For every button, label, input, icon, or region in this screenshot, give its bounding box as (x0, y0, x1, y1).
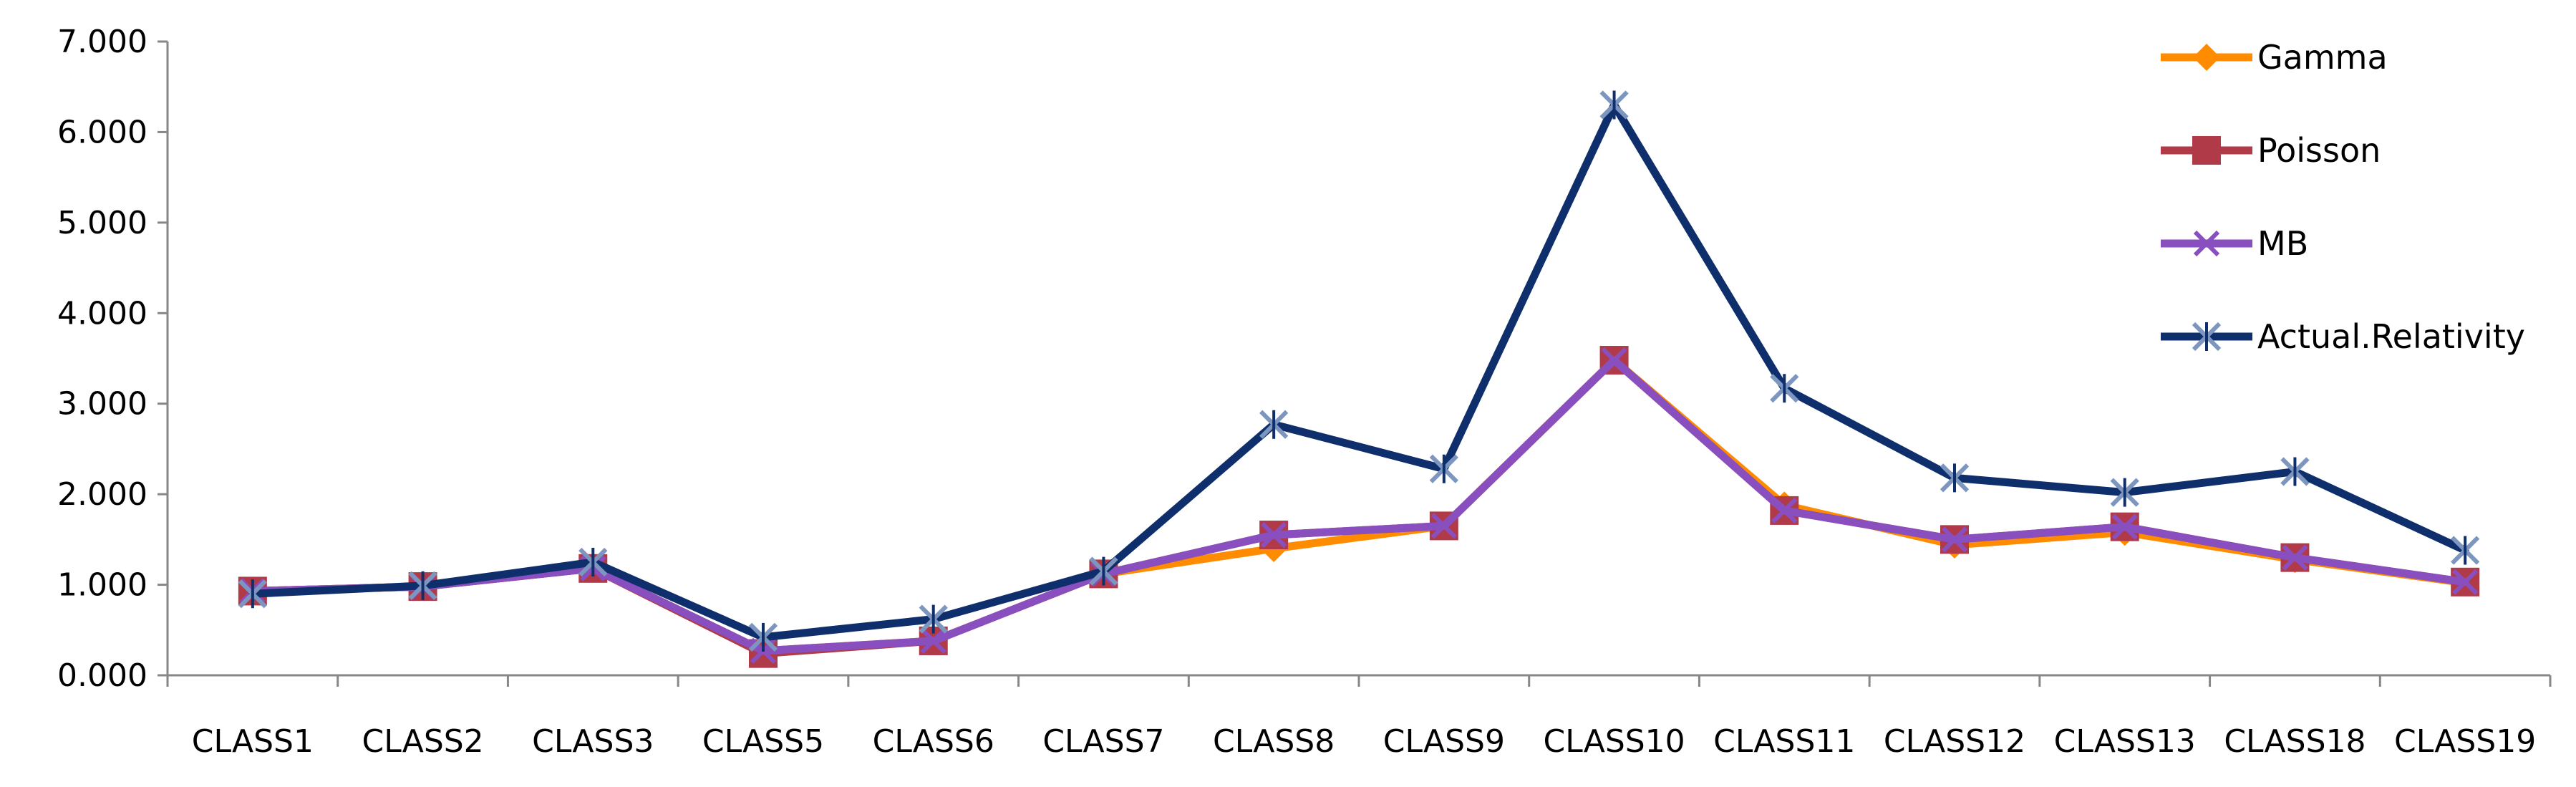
series-poisson (238, 346, 2480, 668)
data-point-actual-relativity (1599, 90, 1629, 120)
y-tick-label: 4.000 (57, 295, 147, 332)
x-tick-label: CLASS18 (2224, 723, 2366, 760)
x-tick-label: CLASS6 (873, 723, 994, 760)
legend-swatch-marker (2193, 44, 2220, 71)
x-tick-label: CLASS3 (532, 723, 654, 760)
legend-label: Actual.Relativity (2257, 317, 2525, 356)
legend-label: Gamma (2257, 38, 2388, 77)
legend: Gamma Poisson MB Actual.Relativity (2161, 38, 2525, 356)
data-point-mb (920, 627, 946, 655)
legend-label: MB (2257, 224, 2308, 263)
legend-item-gamma: Gamma (2161, 38, 2388, 77)
y-tick-label: 3.000 (57, 386, 147, 423)
series-gamma (238, 347, 2479, 665)
data-point-mb (1430, 513, 1457, 539)
data-point-actual-relativity (2451, 536, 2480, 565)
data-point-actual-relativity (578, 547, 608, 577)
y-tick-label: 0.000 (57, 657, 147, 694)
series-line-mb (248, 356, 2469, 655)
series-line-gamma (248, 356, 2469, 655)
marker-stroke (920, 627, 946, 655)
x-axis-tick-labels: CLASS1 CLASS2 CLASS3 CLASS5 CLASS6 CLASS7 CLAS… (192, 723, 2536, 760)
y-tick-label: 7.000 (57, 24, 147, 60)
marker-stroke (1941, 526, 1968, 553)
marker-stroke (2282, 544, 2308, 571)
data-point-actual-relativity (1429, 454, 1458, 483)
plot-area (238, 90, 2480, 668)
x-tick-label: CLASS8 (1213, 723, 1335, 760)
data-point-actual-relativity (2280, 457, 2310, 486)
data-point-actual-relativity (2110, 478, 2139, 507)
series-mb (239, 347, 2479, 664)
x-tick-label: CLASS9 (1383, 723, 1505, 760)
y-tick-label: 5.000 (57, 205, 147, 241)
data-point-actual-relativity (1089, 556, 1118, 586)
marker-stroke (2193, 230, 2220, 257)
legend-item-poisson: Poisson (2161, 131, 2381, 170)
marker-stroke (2111, 513, 2138, 540)
series-line-poisson (248, 356, 2469, 658)
y-tick-label: 6.000 (57, 114, 147, 150)
legend-label: Poisson (2257, 131, 2381, 170)
data-point-mb (2282, 544, 2308, 571)
legend-swatch-marker (2193, 230, 2220, 257)
marker-stroke (2452, 569, 2479, 595)
legend-swatch-marker (2192, 136, 2221, 165)
marker-stroke (1430, 513, 1457, 539)
x-tick-label: CLASS10 (1543, 723, 1685, 760)
x-tick-label: CLASS7 (1042, 723, 1164, 760)
data-point-actual-relativity (1770, 374, 1799, 403)
legend-item-mb: MB (2161, 224, 2308, 263)
x-tick-label: CLASS13 (2054, 723, 2196, 760)
legend-item-actual-relativity: Actual.Relativity (2161, 317, 2525, 356)
marker-stroke (1261, 521, 1287, 549)
data-point-actual-relativity (408, 571, 437, 600)
y-tick-label: 1.000 (57, 567, 147, 604)
data-point-mb (1601, 347, 1627, 374)
x-tick-label: CLASS5 (702, 723, 824, 760)
data-point-actual-relativity (919, 604, 948, 634)
data-point-actual-relativity (1259, 410, 1289, 439)
y-tick-label: 2.000 (57, 476, 147, 513)
x-tick-label: CLASS12 (1884, 723, 2025, 760)
y-axis-tick-labels: 0.000 1.000 2.000 3.000 4.000 5.000 6.000 7.000 (57, 24, 147, 694)
series-actual-relativity (238, 90, 2480, 652)
marker-stroke (1771, 497, 1798, 524)
x-tick-label: CLASS2 (362, 723, 483, 760)
x-tick-label: CLASS11 (1713, 723, 1855, 760)
x-tick-label: CLASS1 (192, 723, 314, 760)
data-point-mb (2452, 569, 2479, 595)
data-point-mb (1771, 497, 1798, 524)
data-point-mb (1941, 526, 1968, 553)
marker-stroke (1601, 347, 1627, 374)
chart-axes (158, 40, 2552, 687)
x-tick-label: CLASS19 (2394, 723, 2536, 760)
data-point-mb (1261, 521, 1287, 549)
series-line-actual-relativity (248, 101, 2469, 642)
data-point-mb (2111, 513, 2138, 540)
legend-swatch-marker (2192, 322, 2222, 352)
data-point-actual-relativity (238, 579, 267, 609)
data-point-actual-relativity (1940, 463, 1970, 493)
data-point-actual-relativity (748, 622, 778, 652)
